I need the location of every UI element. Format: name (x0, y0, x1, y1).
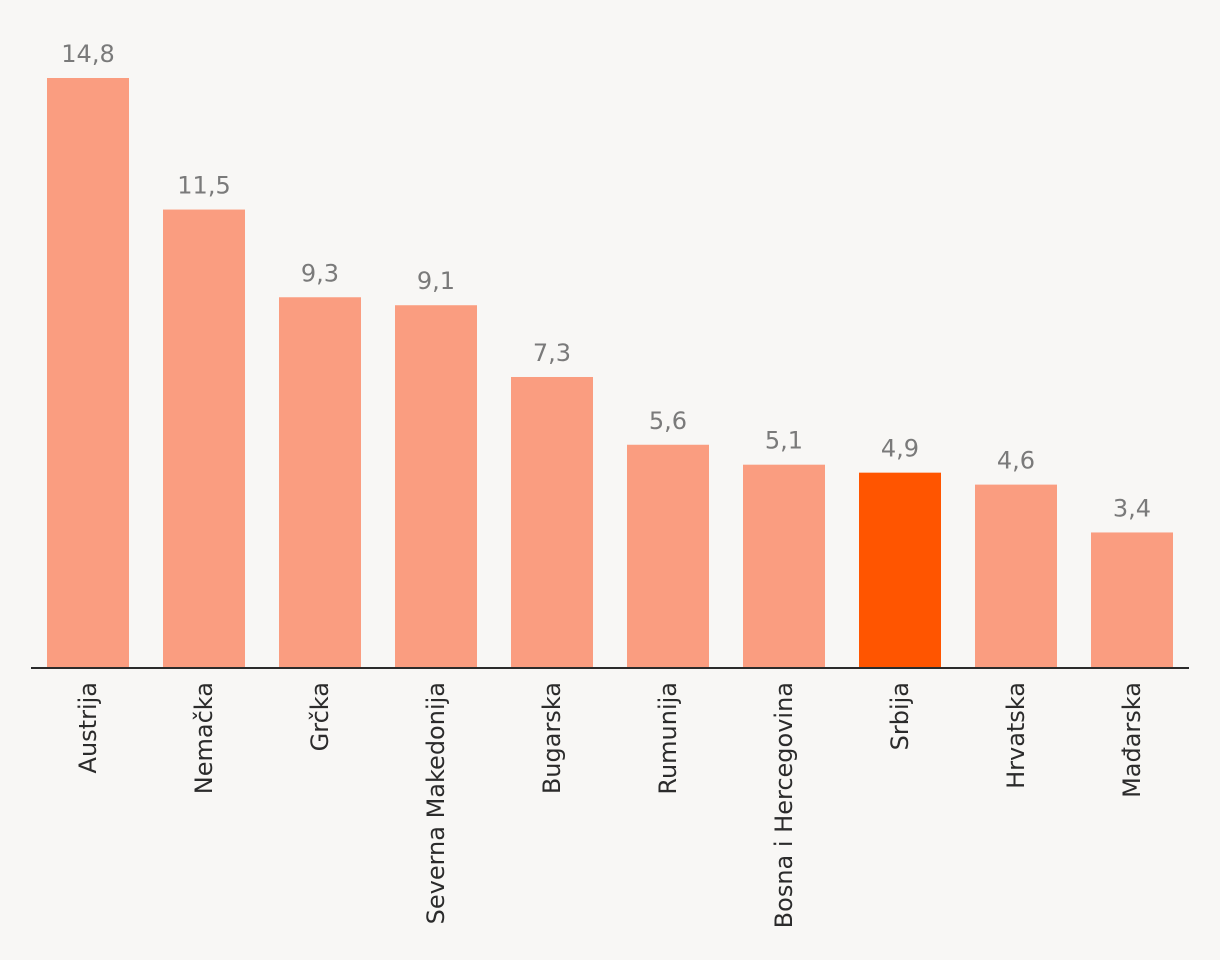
bar-bugarska (511, 376, 593, 668)
bar-grcka (279, 297, 361, 668)
bar-austrija (47, 78, 129, 668)
category-label-hrvatska: Hrvatska (1002, 682, 1030, 789)
value-label-bugarska: 7,3 (533, 339, 571, 367)
bar-madarska (1091, 532, 1173, 668)
bar-hrvatska (975, 484, 1057, 668)
category-label-grcka: Grčka (306, 682, 334, 751)
bar-bosna-i-hercegovina (743, 464, 825, 668)
value-label-madarska: 3,4 (1113, 494, 1151, 522)
bar-nemacka (163, 209, 245, 668)
value-label-nemacka: 11,5 (177, 172, 230, 200)
category-labels-group: Austrija Nemačka Grčka Severna Makedonija Bu… (74, 682, 1146, 928)
category-label-madarska: Mađarska (1118, 682, 1146, 798)
value-label-grcka: 9,3 (301, 259, 339, 287)
value-label-austrija: 14,8 (61, 40, 114, 68)
category-label-austrija: Austrija (74, 682, 102, 773)
category-label-bosna-i-hercegovina: Bosna i Hercegovina (770, 682, 798, 928)
value-label-severna-makedonija: 9,1 (417, 267, 455, 295)
category-label-nemacka: Nemačka (190, 682, 218, 794)
bar-severna-makedonija (395, 305, 477, 668)
value-label-rumunija: 5,6 (649, 407, 687, 435)
category-label-bugarska: Bugarska (538, 682, 566, 794)
category-label-severna-makedonija: Severna Makedonija (422, 682, 450, 924)
bar-srbija (859, 472, 941, 668)
category-label-rumunija: Rumunija (654, 682, 682, 795)
bar-rumunija (627, 444, 709, 668)
value-label-hrvatska: 4,6 (997, 447, 1035, 475)
category-label-srbija: Srbija (886, 682, 914, 750)
value-labels-group: 14,8 11,5 9,3 9,1 7,3 5,6 5,1 4,9 4,6 3,4 (61, 40, 1151, 522)
value-label-bosna-i-hercegovina: 5,1 (765, 427, 803, 455)
bars-group (47, 78, 1173, 668)
value-label-srbija: 4,9 (881, 435, 919, 463)
